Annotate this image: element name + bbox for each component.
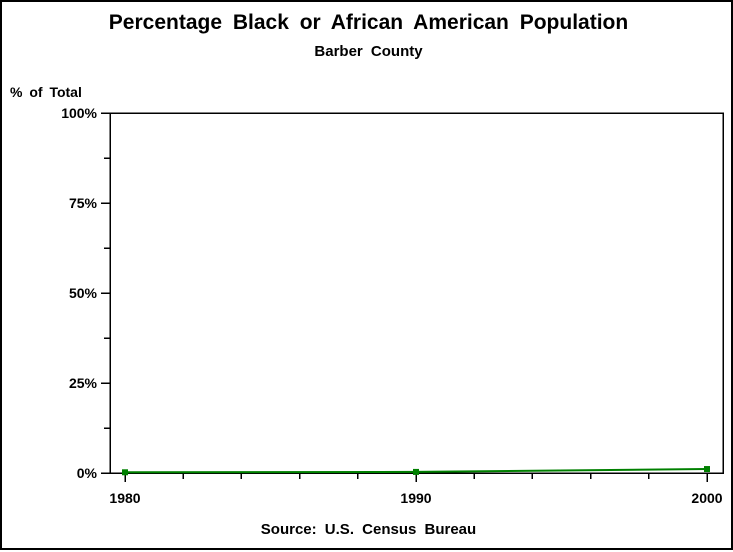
y-tick-label: 50%: [68, 285, 97, 301]
plot-border: [109, 112, 724, 474]
data-point-marker: [704, 466, 710, 473]
source-note: Source: U.S. Census Bureau: [260, 521, 477, 538]
x-tick-label: 1990: [400, 490, 432, 506]
data-point-marker: [413, 468, 419, 475]
y-axis-label: % of Total: [10, 84, 82, 100]
data-point-marker: [122, 469, 128, 476]
y-tick-label: 100%: [61, 105, 97, 121]
y-tick-label: 75%: [68, 195, 97, 211]
x-tick-label: 1980: [109, 490, 141, 506]
y-tick-label: 0%: [76, 465, 97, 481]
chart-title: Percentage Black or African American Pop…: [108, 11, 629, 34]
chart-subtitle: Barber County: [314, 43, 423, 60]
y-tick-label: 25%: [68, 375, 97, 391]
x-tick-label: 2000: [691, 490, 723, 506]
